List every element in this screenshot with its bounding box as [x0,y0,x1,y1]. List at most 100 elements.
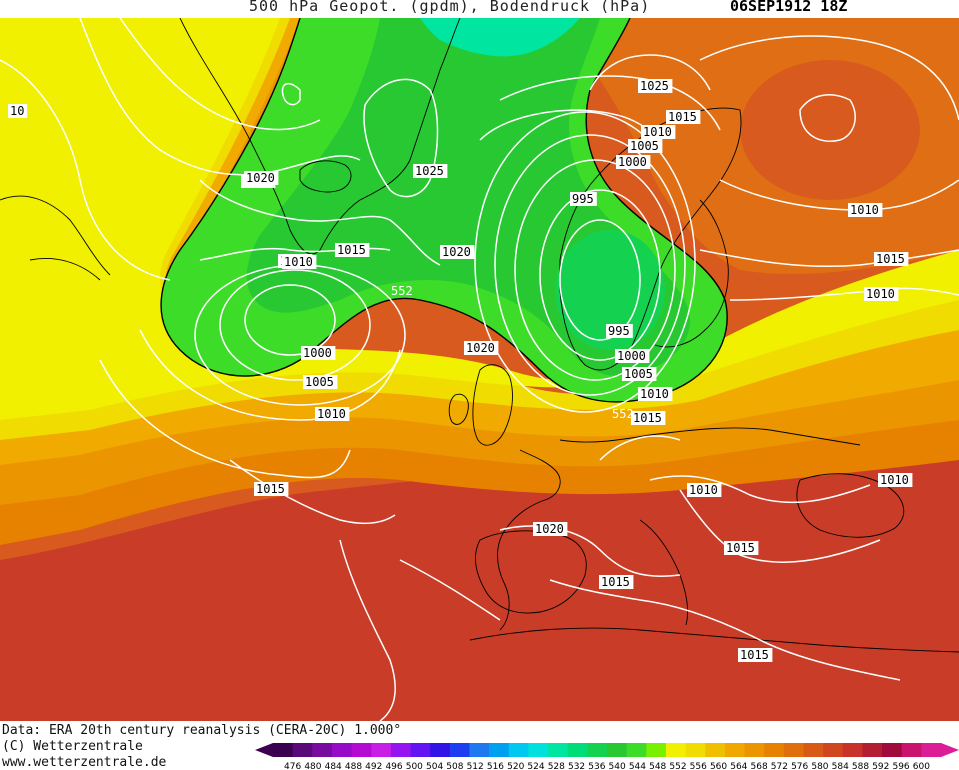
isobar-label: 1015 [740,648,769,662]
colorbar-tick-label: 592 [872,762,889,770]
isobar-label: 1015 [337,243,366,257]
colorbar-tick-label: 580 [811,762,828,770]
colorbar-tick-label: 516 [487,762,504,770]
isobar-label-bg [244,171,279,185]
isobar-label: 1015 [601,575,630,589]
colorbar-left-arrow [255,743,273,757]
contour-552 [160,18,728,403]
colorbar-right-arrow [941,743,959,757]
isobar-label: 1010 [643,125,672,139]
isobar-label: 1025 [640,79,669,93]
isobar-label: 1010 [850,203,879,217]
colorbar-swatch [410,743,431,757]
coastlines [0,18,959,653]
colorbar-tick-label: 532 [568,762,585,770]
colorbar-swatch [390,743,412,757]
colorbar-swatch [744,743,765,757]
colorbar-tick-label: 528 [548,762,565,770]
isobar-label-bg [666,110,701,124]
colorbar-tick-label: 488 [345,762,362,770]
colorbar-tick-label: 548 [649,762,666,770]
colorbar-tick-label: 600 [913,762,930,770]
isobar-label-bg [533,522,568,536]
colorbar-swatch [646,743,667,757]
isobar-label-bg [335,243,370,257]
isobar-label-bg [724,541,759,555]
colorbar-tick-label: 492 [365,762,382,770]
isobar-label: 1010 [317,407,346,421]
colorbar-swatch [548,743,569,757]
isobar-label: 1005 [624,367,653,381]
isobar-label: 995 [608,324,630,338]
colorbar-swatch [273,743,294,757]
colorbar-swatch [724,743,746,757]
colorbar-tick-label: 572 [771,762,788,770]
isobar-label: 1025 [415,164,444,178]
isobar-label: 1020 [246,171,275,185]
isobar-label: 10 [10,104,24,118]
isobar-label: 1020 [442,245,471,259]
colorbar-swatch [469,743,490,757]
colorbar-tick-label: 520 [507,762,524,770]
isobar-label-bg [282,255,317,269]
colorbar-swatch [764,743,785,757]
colorbar-tick-label: 560 [710,762,727,770]
geopotential-label: 552 [391,284,413,298]
colorbar-tick-label: 500 [406,762,423,770]
geopotential-label: 552 [612,407,634,421]
colorbar-swatch [528,743,549,757]
colorbar-swatch [626,743,647,757]
colorbar-swatch [567,743,588,757]
isobar-label-bg [687,483,722,497]
isobar-label-bg [848,203,883,217]
colorbar-swatch [371,743,392,757]
isobar-label: 1005 [630,139,659,153]
colorbar-swatch [489,743,510,757]
colorbar-swatch [587,743,608,757]
isobar-label-bg [864,287,899,301]
isobar-label: 1000 [617,349,646,363]
isobar-label: 1020 [466,341,495,355]
colorbar-tick-label: 584 [832,762,849,770]
isobar-label-bg [641,125,676,139]
isobar-label-bg [628,139,663,153]
colorbar-tick-label: 484 [325,762,342,770]
colorbar-swatch [803,743,824,757]
colorbar-tick-label: 536 [588,762,605,770]
colorbar-swatch [508,743,529,757]
colorbar-swatch [351,743,372,757]
colorbar-tick-label: 564 [730,762,747,770]
colorbar-tick-label: 556 [690,762,707,770]
colorbar-tick-label: 540 [609,762,626,770]
isobar-label: 1010 [880,473,909,487]
data-source-credit: Data: ERA 20th century reanalysis (CERA-… [2,723,402,738]
colorbar-tick-label: 504 [426,762,443,770]
isobar-label: 1005 [305,375,334,389]
isobar-label-bg [616,155,651,169]
isobar-label: 1010 [284,255,313,269]
isobar-label: 1015 [633,411,662,425]
colorbar-swatch [705,743,726,757]
field-ne-core [740,60,920,200]
isobar-label-bg [440,245,475,259]
isobar-label-bg [315,407,350,421]
isobar-label: 1020 [535,522,564,536]
field-red-south [0,350,959,721]
colorbar-swatch [312,743,333,757]
map-header: 500 hPa Geopot. (gpdm), Bodendruck (hPa)… [0,0,959,18]
colorbar-tick-label: 588 [852,762,869,770]
colorbar-tick-label: 480 [304,762,321,770]
isobar-label: 1010 [640,387,669,401]
weather-map: 1010201025102510151010100510009951010101… [0,18,959,721]
isobar-label: 995 [572,192,594,206]
isobar-label: 1015 [726,541,755,555]
isobar-label-bg [738,648,773,662]
colorbar-swatch [783,743,804,757]
field-cyan-north [420,18,580,57]
isobar-label-bg [638,79,673,93]
isobar-label-bg [622,367,657,381]
isobar-label-bg [874,252,909,266]
isobar-label-bg [878,473,913,487]
isobar-label: 1010 [689,483,718,497]
colorbar-swatch [665,743,687,757]
